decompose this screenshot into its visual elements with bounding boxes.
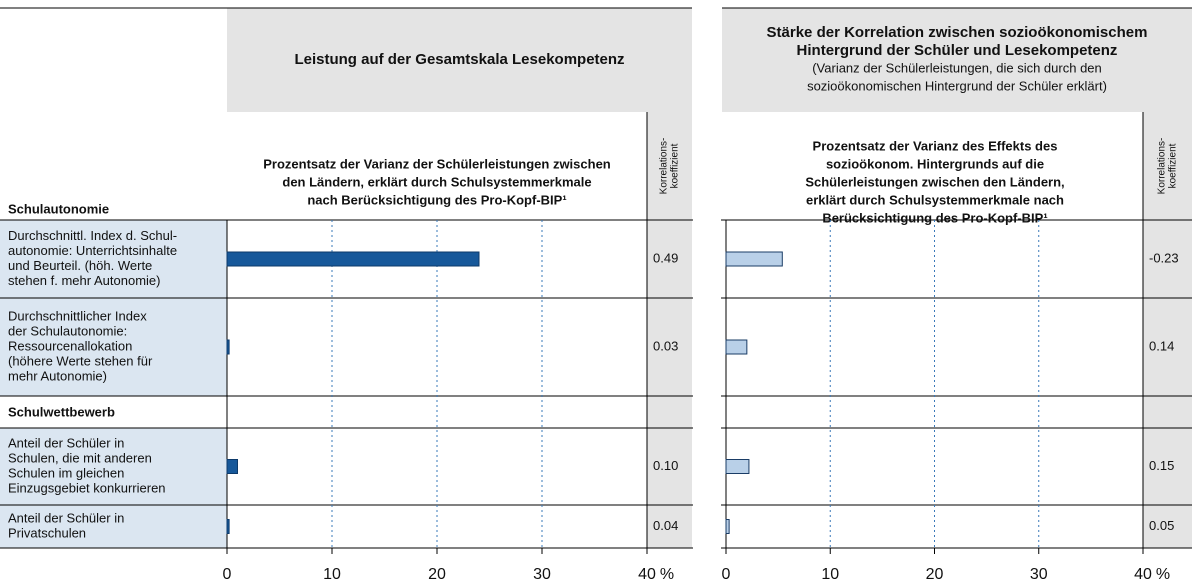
x-tick-label: 20 [926,566,944,583]
corr-value: 0.15 [1149,458,1174,473]
panel-subtitle: (Varianz der Schülerleistungen, die sich… [812,60,1102,75]
corr-label: koeffizient [670,143,681,188]
axis-unit: % [660,566,674,583]
corr-value: 0.14 [1149,338,1174,353]
panel-title: Hintergrund der Schüler und Lesekompeten… [797,42,1118,59]
bar [226,459,238,474]
axis-unit: % [1156,566,1170,583]
row-label: stehen f. mehr Autonomie) [8,273,160,288]
column-label: Prozentsatz der Varianz des Effekts des [813,138,1058,153]
row-label: Durchschnittlicher Index [8,308,147,323]
x-tick-label: 40 [638,566,656,583]
corr-header: Korrelations-koeffizient [659,138,681,195]
row-label: und Beurteil. (höh. Werte [8,258,152,273]
corr-value: 0.03 [653,338,678,353]
group-label: Schulwettbewerb [8,404,115,419]
bar [226,339,230,355]
column-label: Schülerleistungen zwischen den Ländern, [805,174,1064,189]
bar [725,251,783,267]
row-label: Durchschnittl. Index d. Schul- [8,228,177,243]
row-label: Anteil der Schüler in [8,435,124,450]
column-label: den Ländern, erklärt durch Schulsystemme… [282,174,591,189]
row-label: (höhere Werte stehen für [8,353,153,368]
bar [725,519,730,534]
corr-label: Korrelations- [659,138,670,195]
row-label: Einzugsgebiet konkurrieren [8,480,166,495]
gap [692,0,722,9]
panel-subtitle: sozioökonomischen Hintergrund der Schüle… [807,78,1107,93]
row-label: Anteil der Schüler in [8,510,124,525]
column-label: sozioökonom. Hintergrunds auf die [826,156,1044,171]
corr-label: Korrelations- [1157,138,1168,195]
x-tick-label: 0 [722,566,731,583]
bar [725,339,748,355]
x-tick-label: 20 [428,566,446,583]
header-band [227,8,692,112]
x-tick-label: 30 [1030,566,1048,583]
column-label: erklärt durch Schulsystemmerkmale nach [806,192,1064,207]
row-label: Schulen, die mit anderen [8,450,152,465]
corr-value: 0.04 [653,518,678,533]
column-label: Berücksichtigung des Pro-Kopf-BIP¹ [822,210,1047,225]
corr-value: 0.05 [1149,518,1174,533]
row-label: Ressourcenallokation [8,338,132,353]
row-label: mehr Autonomie) [8,368,107,383]
row-label: der Schulautonomie: [8,323,127,338]
column-label: Prozentsatz der Varianz der Schülerleist… [263,156,611,171]
corr-column [647,112,692,548]
label-bg [0,220,227,298]
corr-value: 0.49 [653,250,678,265]
panel-title: Leistung auf der Gesamtskala Lesekompete… [294,51,624,68]
label-bg [0,505,227,548]
gap [693,9,721,554]
corr-header: Korrelations-koeffizient [1157,138,1179,195]
row-label: Privatschulen [8,525,86,540]
row-label: autonomie: Unterrichtsinhalte [8,243,177,258]
x-tick-label: 0 [223,566,232,583]
x-tick-label: 10 [323,566,341,583]
corr-label: koeffizient [1168,143,1179,188]
row-label: Schulen im gleichen [8,465,124,480]
label-bg [0,428,227,505]
group-label: Schulautonomie [8,201,109,216]
label-bg [0,298,227,396]
x-tick-label: 40 [1134,566,1152,583]
bar [725,459,750,474]
corr-value: 0.10 [653,458,678,473]
corr-column [1143,112,1192,548]
panel-title: Stärke der Korrelation zwischen sozioöko… [767,24,1148,41]
x-tick-label: 10 [821,566,839,583]
column-label: nach Berücksichtigung des Pro-Kopf-BIP¹ [307,192,566,207]
bar [226,519,230,534]
header-band [722,8,1192,112]
bar [226,251,480,267]
x-tick-label: 30 [533,566,551,583]
corr-value: -0.23 [1149,250,1179,265]
